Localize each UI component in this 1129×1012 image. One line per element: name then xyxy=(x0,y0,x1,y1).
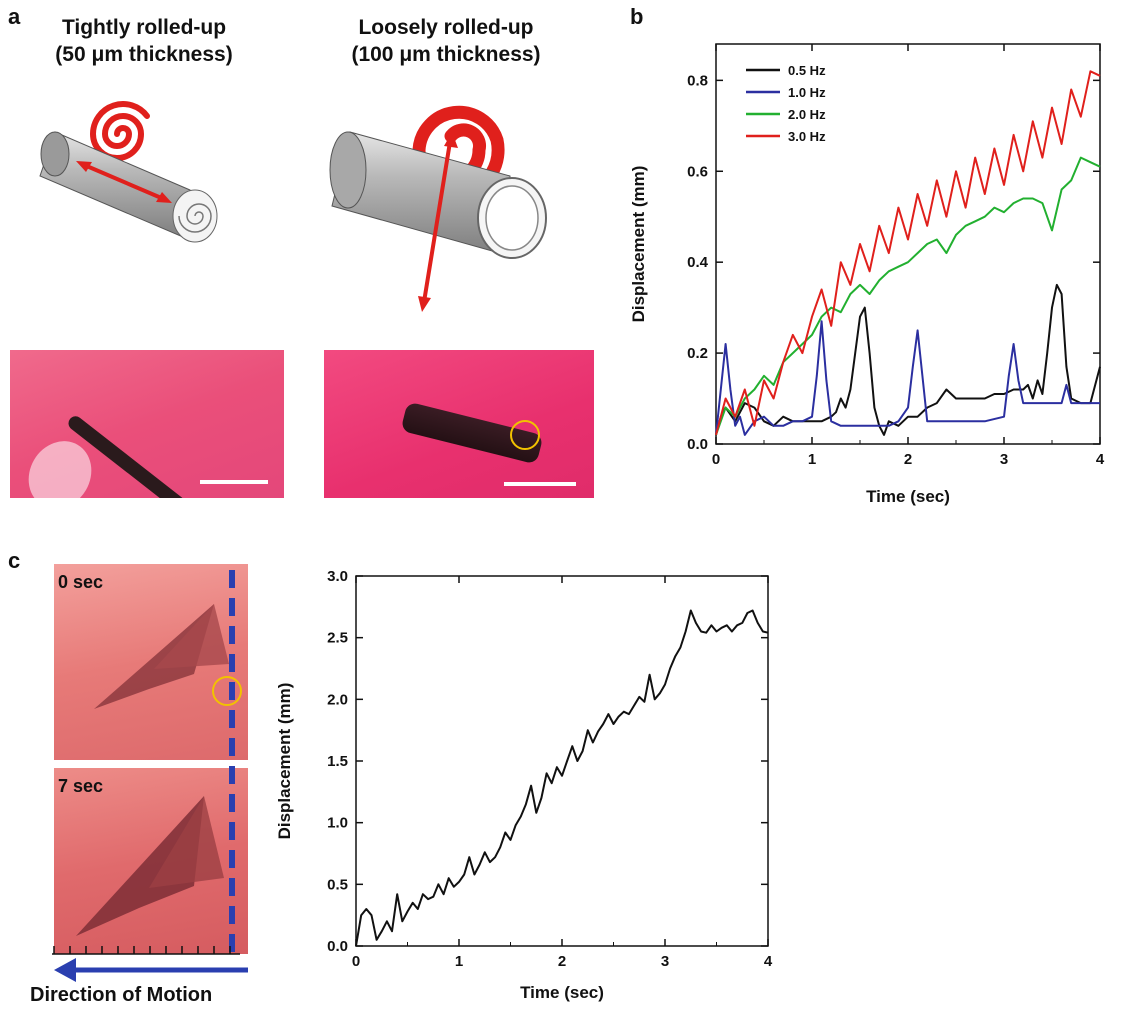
x-tick-label: 1 xyxy=(808,451,816,468)
y-tick-label: 0.5 xyxy=(327,876,348,893)
frame-7-label: 7 sec xyxy=(58,776,104,796)
y-tick-label: 0.2 xyxy=(687,345,708,362)
x-tick-label: 0 xyxy=(712,451,720,468)
tight-roll-title-line1: Tightly rolled-up xyxy=(61,16,227,39)
loose-roll-title-line1: Loosely rolled-up xyxy=(358,16,534,39)
series-line-3-0-hz xyxy=(715,70,1101,436)
motion-overlay xyxy=(52,570,248,982)
x-tick-label: 3 xyxy=(661,953,669,970)
x-tick-label: 0 xyxy=(352,953,360,970)
panel-a-letter: a xyxy=(8,4,21,29)
frame-0-photo: 0 sec xyxy=(54,564,248,760)
scale-bar xyxy=(504,482,576,486)
tracking-marker-circle xyxy=(510,420,540,450)
frame-0-label: 0 sec xyxy=(58,572,104,592)
series-line xyxy=(355,609,769,947)
direction-of-motion-label: Direction of Motion xyxy=(30,984,213,1006)
tracking-marker-circle xyxy=(212,676,242,706)
y-tick-label: 2.5 xyxy=(327,630,348,647)
loose-roll-photo xyxy=(324,350,594,498)
loose-roll-title-line2: (100 μm thickness) xyxy=(351,43,541,66)
x-tick-label: 4 xyxy=(764,953,773,970)
ruler xyxy=(52,946,240,955)
x-tick-label: 1 xyxy=(455,953,463,970)
panel-b-letter: b xyxy=(630,4,644,29)
x-axis-label: Time (sec) xyxy=(866,487,950,506)
tight-roll-title: Tightly rolled-up (50 μm thickness) xyxy=(0,14,294,68)
y-tick-label: 0.4 xyxy=(687,254,709,271)
legend-label: 2.0 Hz xyxy=(788,107,826,122)
frame-7-photo: 7 sec xyxy=(54,768,248,954)
y-tick-label: 0.0 xyxy=(687,436,708,453)
y-tick-label: 1.5 xyxy=(327,753,348,770)
y-tick-label: 0.0 xyxy=(327,938,348,955)
loose-spiral-icon xyxy=(412,105,505,201)
y-tick-label: 0.8 xyxy=(687,72,708,89)
tight-spiral-icon xyxy=(89,101,150,161)
y-tick-label: 3.0 xyxy=(327,568,348,585)
x-tick-label: 3 xyxy=(1000,451,1008,468)
tight-roll-photo xyxy=(10,350,284,498)
scale-bar xyxy=(200,480,268,484)
legend-label: 0.5 Hz xyxy=(788,63,826,78)
legend-label: 3.0 Hz xyxy=(788,129,826,144)
tight-roll-title-line2: (50 μm thickness) xyxy=(55,43,233,66)
y-tick-label: 2.0 xyxy=(327,691,348,708)
series-line-1-0-hz xyxy=(715,320,1100,436)
x-axis-label: Time (sec) xyxy=(520,983,604,1002)
rolled-film-schematics xyxy=(39,101,547,312)
y-axis-label: Displacement (mm) xyxy=(629,166,648,323)
chart-b: 0 1 2 3 4 0.0 0.2 0.4 0.6 0.8 Time (sec) Displaceme… xyxy=(629,43,1105,506)
loose-tube-icon xyxy=(329,131,547,312)
x-tick-label: 2 xyxy=(558,953,566,970)
x-tick-label: 2 xyxy=(904,451,912,468)
series-line-0-5-hz xyxy=(715,283,1101,436)
legend-label: 1.0 Hz xyxy=(788,85,826,100)
x-tick-label: 4 xyxy=(1096,451,1105,468)
y-tick-label: 0.6 xyxy=(687,163,708,180)
loose-roll-title: Loosely rolled-up (100 μm thickness) xyxy=(296,14,596,68)
tight-tube-icon xyxy=(39,131,218,243)
panel-c-letter: c xyxy=(8,548,21,573)
series-line-2-0-hz xyxy=(715,156,1101,436)
y-axis-label: Displacement (mm) xyxy=(275,683,294,840)
y-tick-label: 1.0 xyxy=(327,815,348,832)
chart-c: 0 1 2 3 4 0.0 0.5 1.0 1.5 2.0 2.5 3.0 Time (sec) Disp… xyxy=(275,568,773,1002)
